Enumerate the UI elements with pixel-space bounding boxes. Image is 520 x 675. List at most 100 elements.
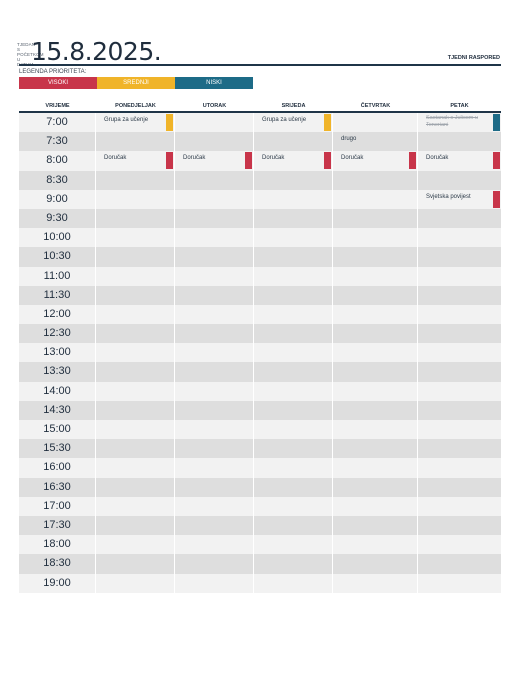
schedule-cell-tuesday[interactable] <box>175 189 254 209</box>
schedule-cell-thursday[interactable] <box>333 324 418 344</box>
schedule-cell-tuesday[interactable] <box>175 285 254 305</box>
schedule-cell-thursday[interactable] <box>333 208 418 229</box>
schedule-cell-thursday[interactable] <box>333 458 418 478</box>
schedule-cell-tuesday[interactable] <box>175 362 254 382</box>
schedule-cell-thursday[interactable] <box>333 477 418 497</box>
week-start-date[interactable]: 15.8.2025. <box>31 37 162 66</box>
schedule-cell-thursday[interactable] <box>333 554 418 574</box>
schedule-cell-thursday[interactable] <box>333 515 418 536</box>
schedule-cell-friday[interactable] <box>418 286 501 305</box>
schedule-cell-friday[interactable] <box>418 171 501 190</box>
schedule-cell-thursday[interactable] <box>333 170 418 190</box>
schedule-cell-monday[interactable]: Doručak <box>96 151 175 171</box>
schedule-cell-monday[interactable]: Grupa za učenje <box>96 113 175 133</box>
schedule-cell-friday[interactable] <box>418 478 501 497</box>
schedule-cell-wednesday[interactable] <box>254 420 333 440</box>
schedule-cell-wednesday[interactable] <box>254 477 333 497</box>
schedule-cell-monday[interactable] <box>96 496 175 516</box>
schedule-cell-friday[interactable] <box>418 228 501 247</box>
schedule-cell-tuesday[interactable] <box>175 324 254 344</box>
schedule-cell-thursday[interactable] <box>333 400 418 420</box>
schedule-cell-friday[interactable] <box>418 267 501 286</box>
schedule-cell-tuesday[interactable] <box>175 400 254 420</box>
schedule-cell-wednesday[interactable] <box>254 400 333 420</box>
schedule-cell-thursday[interactable] <box>333 439 418 459</box>
schedule-cell-monday[interactable] <box>96 208 175 229</box>
event-text[interactable]: Doručak <box>183 155 206 162</box>
schedule-cell-friday[interactable] <box>418 247 501 266</box>
schedule-cell-monday[interactable] <box>96 228 175 248</box>
schedule-cell-wednesday[interactable] <box>254 496 333 516</box>
schedule-cell-friday[interactable] <box>418 554 501 573</box>
schedule-cell-friday[interactable] <box>418 420 501 439</box>
schedule-cell-monday[interactable] <box>96 132 175 152</box>
schedule-cell-tuesday[interactable] <box>175 477 254 497</box>
schedule-cell-tuesday[interactable] <box>175 113 254 133</box>
schedule-cell-tuesday[interactable] <box>175 170 254 190</box>
event-text[interactable]: Sastanak s Julicom u Teneriani <box>426 115 478 128</box>
schedule-cell-monday[interactable] <box>96 400 175 420</box>
schedule-cell-friday[interactable] <box>418 362 501 381</box>
schedule-cell-tuesday[interactable] <box>175 304 254 325</box>
schedule-cell-friday[interactable]: Sastanak s Julicom u Teneriani <box>418 113 501 132</box>
schedule-cell-wednesday[interactable] <box>254 132 333 152</box>
schedule-cell-thursday[interactable] <box>333 304 418 325</box>
schedule-cell-tuesday[interactable] <box>175 535 254 555</box>
schedule-cell-tuesday[interactable] <box>175 381 254 401</box>
event-text[interactable]: Doručak <box>341 155 364 162</box>
schedule-cell-thursday[interactable] <box>333 113 418 133</box>
schedule-cell-wednesday[interactable] <box>254 285 333 305</box>
schedule-cell-wednesday[interactable] <box>254 458 333 478</box>
schedule-cell-tuesday[interactable] <box>175 420 254 440</box>
schedule-cell-wednesday[interactable] <box>254 324 333 344</box>
schedule-cell-tuesday[interactable] <box>175 208 254 229</box>
schedule-cell-monday[interactable] <box>96 343 175 363</box>
schedule-cell-thursday[interactable] <box>333 189 418 209</box>
schedule-cell-friday[interactable] <box>418 574 501 593</box>
schedule-cell-wednesday[interactable] <box>254 343 333 363</box>
event-text[interactable]: Grupa za učenje <box>104 117 149 123</box>
event-text[interactable]: Grupa za učenje <box>262 117 307 123</box>
schedule-cell-wednesday[interactable] <box>254 170 333 190</box>
schedule-cell-wednesday[interactable] <box>254 554 333 574</box>
schedule-cell-thursday[interactable]: drugo <box>333 132 418 152</box>
schedule-cell-friday[interactable] <box>418 324 501 343</box>
schedule-cell-monday[interactable] <box>96 554 175 574</box>
schedule-cell-tuesday[interactable] <box>175 439 254 459</box>
schedule-cell-friday[interactable]: Svjetska povijest <box>418 190 501 209</box>
schedule-cell-thursday[interactable] <box>333 247 418 267</box>
schedule-cell-tuesday[interactable] <box>175 343 254 363</box>
schedule-cell-monday[interactable] <box>96 439 175 459</box>
schedule-cell-wednesday[interactable]: Grupa za učenje <box>254 113 333 133</box>
schedule-cell-wednesday[interactable] <box>254 304 333 325</box>
schedule-cell-monday[interactable] <box>96 420 175 440</box>
schedule-cell-friday[interactable] <box>418 132 501 151</box>
schedule-cell-friday[interactable] <box>418 305 501 324</box>
schedule-cell-thursday[interactable] <box>333 362 418 382</box>
schedule-cell-thursday[interactable]: Doručak <box>333 151 418 171</box>
event-text[interactable]: Doručak <box>426 155 449 162</box>
schedule-cell-thursday[interactable] <box>333 535 418 555</box>
schedule-cell-friday[interactable] <box>418 343 501 362</box>
schedule-cell-thursday[interactable] <box>333 420 418 440</box>
schedule-cell-monday[interactable] <box>96 324 175 344</box>
schedule-cell-monday[interactable] <box>96 381 175 401</box>
schedule-cell-monday[interactable] <box>96 477 175 497</box>
schedule-cell-friday[interactable] <box>418 382 501 401</box>
schedule-cell-tuesday[interactable] <box>175 132 254 152</box>
schedule-cell-tuesday[interactable] <box>175 554 254 574</box>
schedule-cell-thursday[interactable] <box>333 285 418 305</box>
schedule-cell-monday[interactable] <box>96 285 175 305</box>
schedule-cell-wednesday[interactable] <box>254 189 333 209</box>
event-text[interactable]: Doručak <box>262 155 285 162</box>
schedule-cell-monday[interactable] <box>96 304 175 325</box>
schedule-cell-tuesday[interactable] <box>175 458 254 478</box>
schedule-cell-wednesday[interactable] <box>254 266 333 286</box>
schedule-cell-wednesday[interactable] <box>254 362 333 382</box>
schedule-cell-friday[interactable] <box>418 209 501 228</box>
schedule-cell-wednesday[interactable] <box>254 228 333 248</box>
schedule-cell-monday[interactable] <box>96 362 175 382</box>
schedule-cell-monday[interactable] <box>96 189 175 209</box>
schedule-cell-friday[interactable] <box>418 439 501 458</box>
schedule-cell-friday[interactable] <box>418 401 501 420</box>
